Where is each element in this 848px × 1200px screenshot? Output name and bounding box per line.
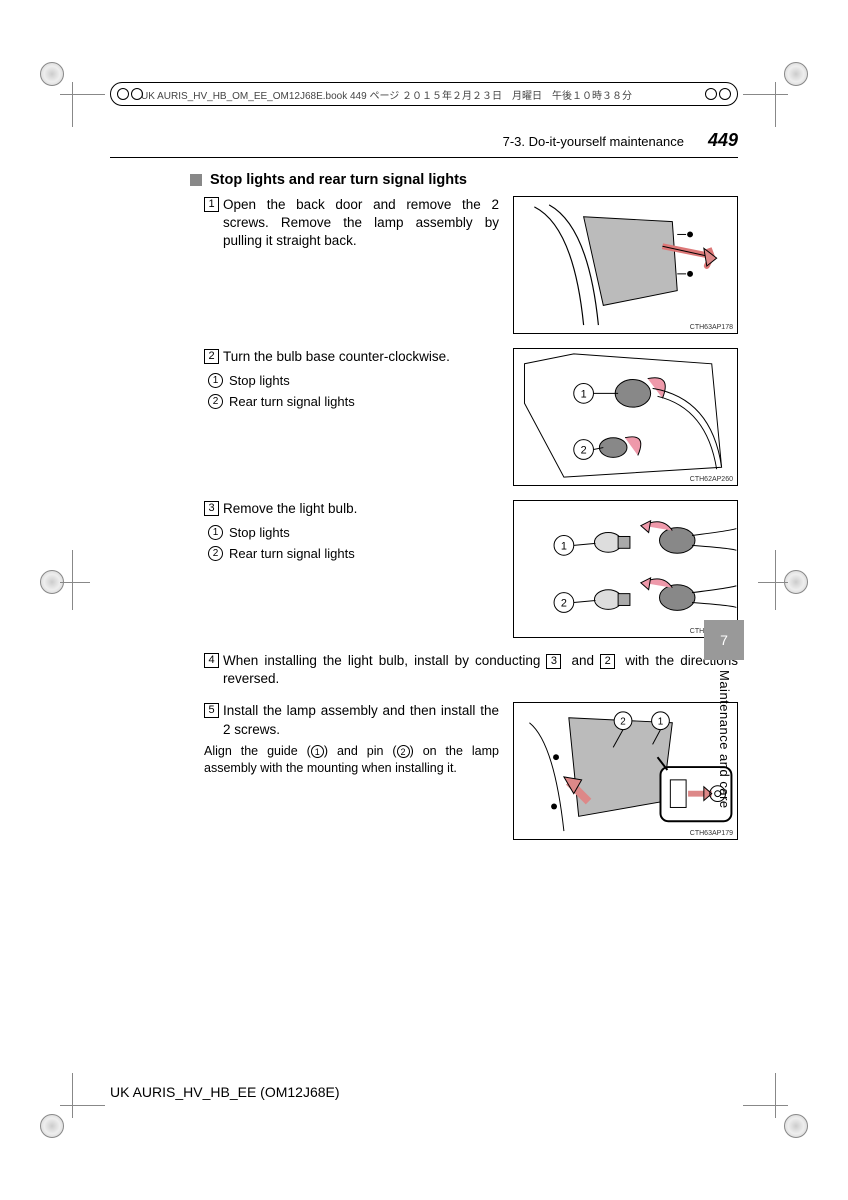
step-5-fine: Align the guide (1) and pin (2) on the l… bbox=[204, 743, 499, 777]
page-content: 7-3. Do-it-yourself maintenance 449 Stop… bbox=[110, 130, 738, 854]
book-header: UK AURIS_HV_HB_OM_EE_OM12J68E.book 449 ペ… bbox=[110, 82, 738, 106]
sub-label: Rear turn signal lights bbox=[229, 545, 355, 563]
sub-label: Rear turn signal lights bbox=[229, 393, 355, 411]
section-header: 7-3. Do-it-yourself maintenance 449 bbox=[110, 130, 738, 158]
step-5-text: Install the lamp assembly and then insta… bbox=[223, 702, 499, 738]
figure-4-id: CTH63AP179 bbox=[690, 830, 733, 837]
crop-mark-bottom-right bbox=[738, 1068, 808, 1138]
circled-number: 1 bbox=[208, 373, 223, 388]
step-4-text: When installing the light bulb, install … bbox=[223, 652, 738, 688]
step-number-box: 2 bbox=[204, 349, 219, 364]
figure-2: 1 2 CTH62AP260 bbox=[513, 348, 738, 486]
step-number-box: 4 bbox=[204, 653, 219, 668]
circled-number: 2 bbox=[208, 546, 223, 561]
figure-3: 1 2 CTH63AP202 bbox=[513, 500, 738, 638]
step-3: 3 Remove the light bulb. 1 Stop lights 2… bbox=[190, 500, 738, 638]
sub-label: Stop lights bbox=[229, 372, 290, 390]
chapter-number: 7 bbox=[720, 632, 728, 648]
sub-label: Stop lights bbox=[229, 524, 290, 542]
step-number-box: 3 bbox=[204, 501, 219, 516]
step-3-text: Remove the light bulb. bbox=[223, 500, 357, 518]
crop-mark-mid-left bbox=[40, 550, 110, 620]
square-bullet-icon bbox=[190, 174, 202, 186]
step-number-box: 1 bbox=[204, 197, 219, 212]
circled-number: 2 bbox=[208, 394, 223, 409]
svg-text:1: 1 bbox=[561, 540, 567, 552]
chapter-label: Maintenance and care bbox=[717, 670, 732, 809]
step-3-sub-1: 1 Stop lights bbox=[208, 524, 499, 542]
svg-text:1: 1 bbox=[581, 388, 587, 400]
svg-text:2: 2 bbox=[620, 717, 625, 728]
figure-4: 2 1 CTH63AP179 bbox=[513, 702, 738, 840]
crop-mark-top-right bbox=[738, 62, 808, 132]
svg-text:2: 2 bbox=[581, 444, 587, 456]
circled-number: 1 bbox=[208, 525, 223, 540]
step-1-text: Open the back door and remove the 2 scre… bbox=[223, 196, 499, 251]
crop-mark-mid-right bbox=[738, 550, 808, 620]
figure-2-id: CTH62AP260 bbox=[690, 476, 733, 483]
chapter-tab: 7 bbox=[704, 620, 744, 660]
step-2-sub-1: 1 Stop lights bbox=[208, 372, 499, 390]
topic-title-text: Stop lights and rear turn signal lights bbox=[210, 172, 467, 188]
section-label: 7-3. Do-it-yourself maintenance bbox=[503, 134, 684, 149]
page-number: 449 bbox=[708, 130, 738, 151]
step-1: 1 Open the back door and remove the 2 sc… bbox=[190, 196, 738, 334]
step-4: 4 When installing the light bulb, instal… bbox=[190, 652, 738, 688]
figure-1-id: CTH63AP178 bbox=[690, 324, 733, 331]
svg-text:1: 1 bbox=[658, 717, 663, 728]
step-number-box: 5 bbox=[204, 703, 219, 718]
crop-mark-top-left bbox=[40, 62, 110, 132]
svg-text:2: 2 bbox=[561, 597, 567, 609]
step-2-sub-2: 2 Rear turn signal lights bbox=[208, 393, 499, 411]
topic-title: Stop lights and rear turn signal lights bbox=[190, 172, 738, 188]
step-5: 5 Install the lamp assembly and then ins… bbox=[190, 702, 738, 840]
step-3-sub-2: 2 Rear turn signal lights bbox=[208, 545, 499, 563]
step-2: 2 Turn the bulb base counter-clockwise. … bbox=[190, 348, 738, 486]
footer-text: UK AURIS_HV_HB_EE (OM12J68E) bbox=[110, 1084, 340, 1100]
crop-mark-bottom-left bbox=[40, 1068, 110, 1138]
step-2-text: Turn the bulb base counter-clockwise. bbox=[223, 348, 450, 366]
book-header-text: UK AURIS_HV_HB_OM_EE_OM12J68E.book 449 ペ… bbox=[141, 87, 632, 102]
figure-1: CTH63AP178 bbox=[513, 196, 738, 334]
